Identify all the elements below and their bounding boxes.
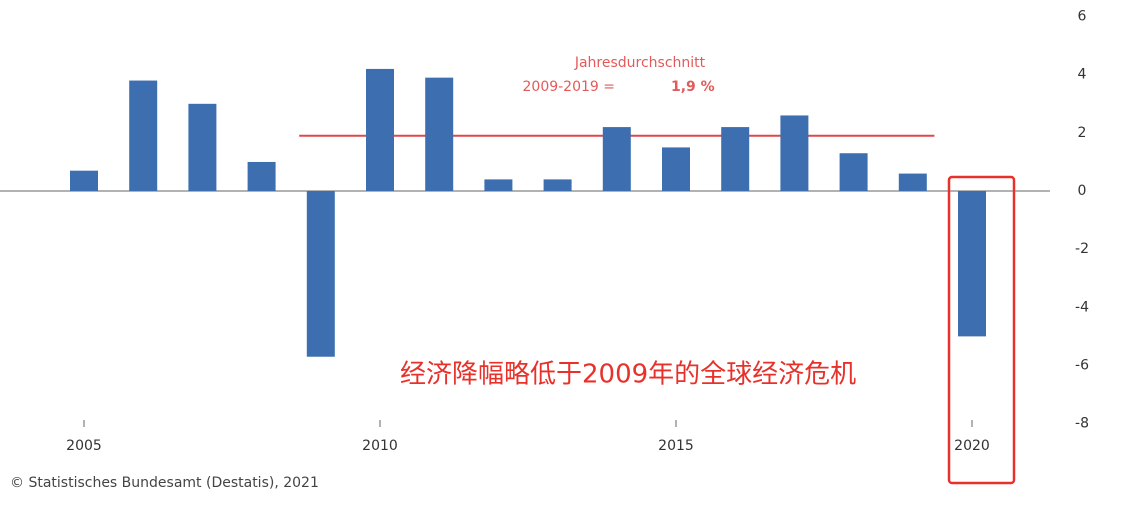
bar <box>306 191 335 357</box>
bar <box>958 191 986 337</box>
average-period: 2009-2019 = <box>523 79 616 95</box>
bar <box>839 153 868 192</box>
bar <box>662 147 690 192</box>
y-tick-label: 6 <box>1078 9 1087 25</box>
y-tick-label: -6 <box>1075 357 1089 373</box>
x-tick-label: 2020 <box>954 438 990 454</box>
x-tick-label: 2015 <box>658 438 694 454</box>
bar <box>366 68 394 192</box>
y-tick-label: -8 <box>1075 416 1089 432</box>
bar <box>188 103 217 192</box>
bar <box>721 127 750 192</box>
annotation: 经济降幅略低于2009年的全球经济危机 <box>400 360 856 390</box>
highlight-box <box>947 175 1016 485</box>
x-tick-label: 2005 <box>66 438 102 454</box>
y-tick-label: 2 <box>1078 125 1087 141</box>
average-label: 1,9 % <box>671 79 715 95</box>
average-title: Jahresdurchschnitt <box>574 55 706 71</box>
bar <box>780 115 809 192</box>
bar <box>484 179 513 192</box>
y-tick-label: 0 <box>1078 183 1087 199</box>
bar <box>425 77 454 192</box>
bar <box>129 80 158 192</box>
y-tick-label: -2 <box>1075 241 1089 257</box>
y-tick-label: 4 <box>1078 67 1087 83</box>
bar <box>898 173 927 192</box>
bar <box>70 170 98 192</box>
bar <box>543 179 572 192</box>
bar <box>247 161 276 192</box>
x-tick-label: 2010 <box>362 438 398 454</box>
bar <box>602 127 631 192</box>
y-tick-label: -4 <box>1075 299 1089 315</box>
source: © Statistisches Bundesamt (Destatis), 20… <box>10 475 319 491</box>
